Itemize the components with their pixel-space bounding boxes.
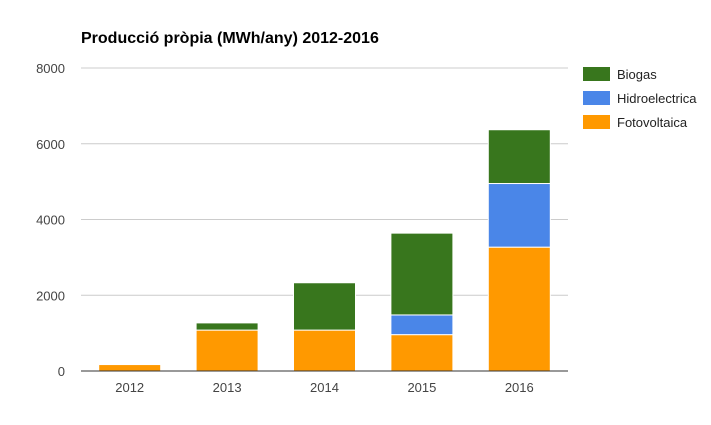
bar-fotovoltaica-2013 xyxy=(195,329,259,372)
bar-biogas-2015 xyxy=(390,232,454,316)
x-tick-label: 2012 xyxy=(115,380,144,395)
bar-fotovoltaica-2012 xyxy=(98,364,162,372)
bar-biogas-2014 xyxy=(293,282,356,331)
y-tick-label: 0 xyxy=(58,364,65,379)
legend-swatch-fotovoltaica xyxy=(583,115,610,129)
x-tick-label: 2015 xyxy=(407,380,436,395)
y-tick-label: 4000 xyxy=(36,213,65,228)
y-tick-label: 6000 xyxy=(36,137,65,152)
bar-hidroelectrica-2016 xyxy=(487,183,551,248)
x-tick-label: 2016 xyxy=(505,380,534,395)
legend-swatch-biogas xyxy=(583,67,610,81)
y-axis: 0 2000 4000 6000 8000 xyxy=(36,61,65,379)
bar-hidroelectrica-2015 xyxy=(390,314,454,336)
bar-fotovoltaica-2015 xyxy=(390,334,454,372)
legend-swatch-hidroelectrica xyxy=(583,91,610,105)
bar-biogas-2016 xyxy=(487,129,551,185)
legend: Biogas Hidroelectrica Fotovoltaica xyxy=(583,67,697,130)
legend-label-hidroelectrica: Hidroelectrica xyxy=(617,91,697,106)
x-tick-label: 2014 xyxy=(310,380,339,395)
x-tick-label: 2013 xyxy=(213,380,242,395)
bar-fotovoltaica-2016 xyxy=(487,246,551,372)
y-tick-label: 8000 xyxy=(36,61,65,76)
bar-biogas-2013 xyxy=(195,322,259,331)
legend-label-biogas: Biogas xyxy=(617,67,657,82)
chart-title: Producció pròpia (MWh/any) 2012-2016 xyxy=(81,30,379,47)
y-tick-label: 2000 xyxy=(36,288,65,303)
bars xyxy=(98,129,551,372)
legend-label-fotovoltaica: Fotovoltaica xyxy=(617,115,688,130)
bar-fotovoltaica-2014 xyxy=(293,329,356,372)
x-axis: 2012 2013 2014 2015 2016 xyxy=(81,370,568,395)
